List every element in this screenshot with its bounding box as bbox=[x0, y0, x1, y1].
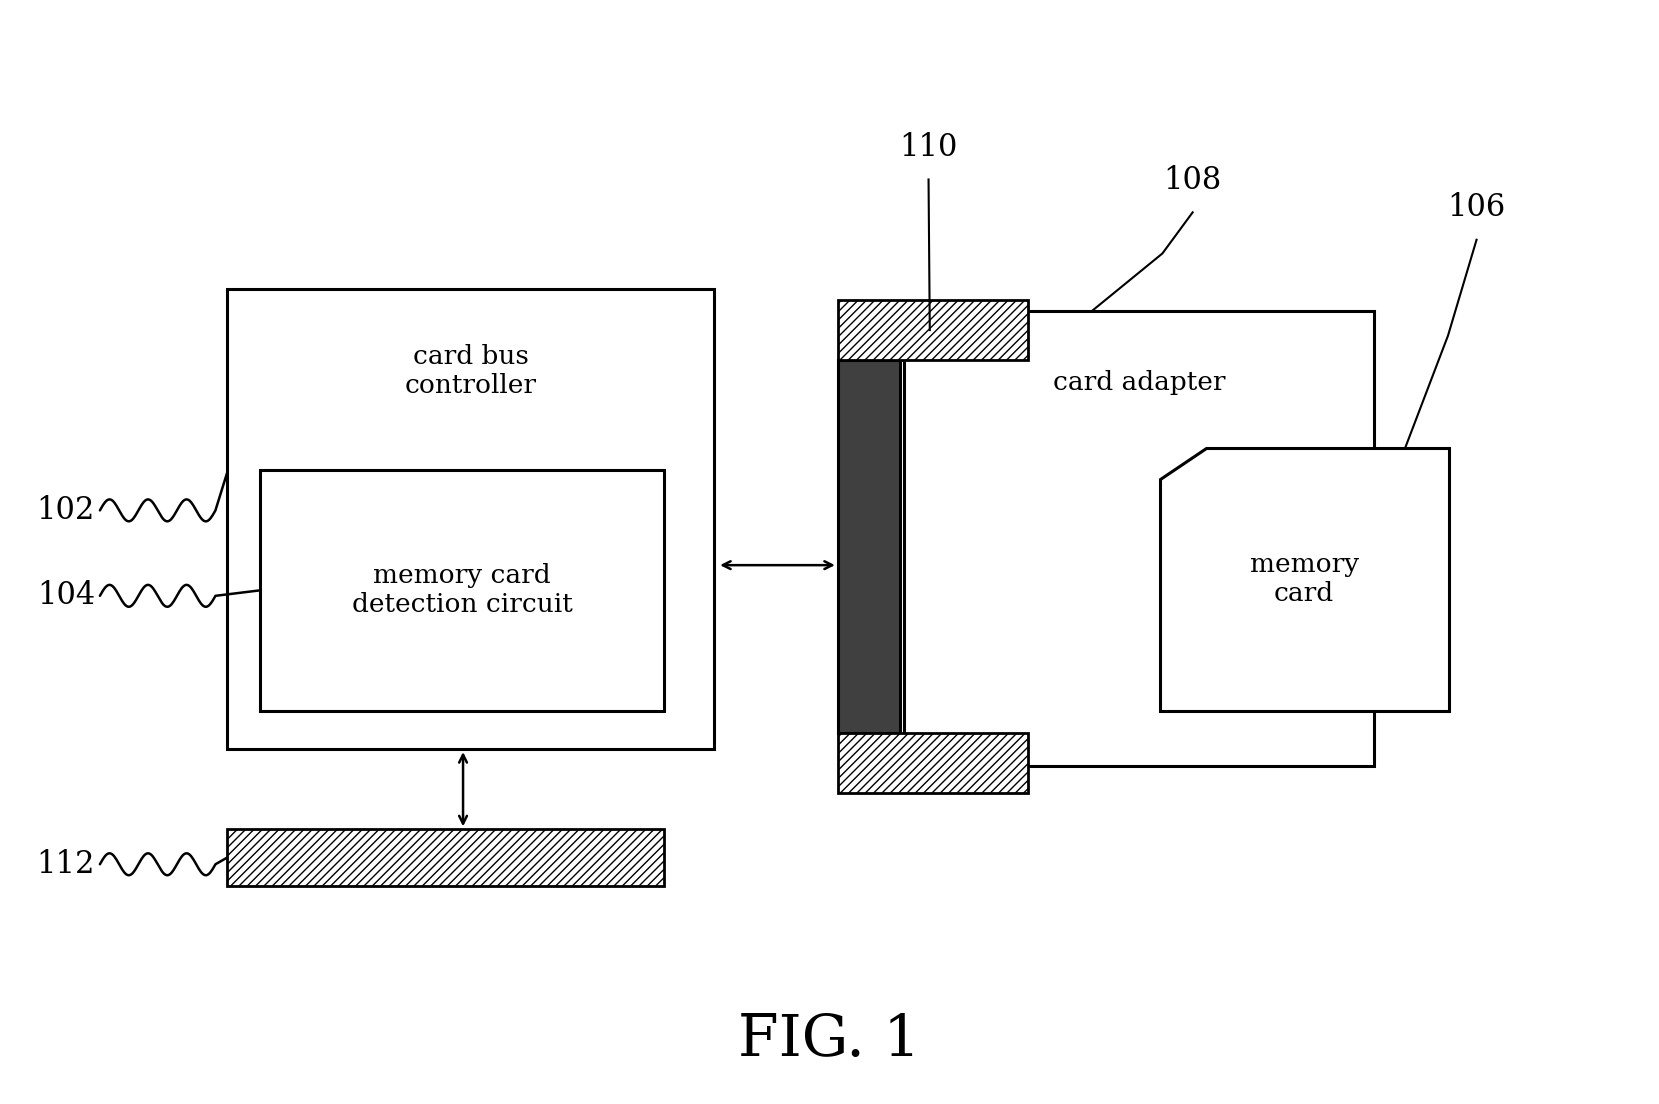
Text: 102: 102 bbox=[36, 495, 95, 526]
Text: memory card
detection circuit: memory card detection circuit bbox=[352, 563, 572, 617]
Bar bbox=[227, 289, 713, 750]
Text: card bus
controller: card bus controller bbox=[405, 344, 536, 399]
Text: 104: 104 bbox=[36, 581, 95, 612]
Text: card adapter: card adapter bbox=[1053, 370, 1226, 394]
Bar bbox=[227, 829, 665, 887]
Polygon shape bbox=[1160, 448, 1448, 711]
Text: 108: 108 bbox=[1163, 164, 1221, 195]
Bar bbox=[838, 300, 1027, 360]
Bar bbox=[904, 311, 1374, 766]
Text: FIG. 1: FIG. 1 bbox=[738, 1011, 921, 1068]
Text: 110: 110 bbox=[899, 132, 957, 163]
Text: memory
card: memory card bbox=[1249, 552, 1359, 606]
Bar bbox=[260, 470, 665, 711]
Text: 112: 112 bbox=[36, 849, 95, 880]
Bar bbox=[838, 733, 1027, 793]
Text: 106: 106 bbox=[1447, 192, 1506, 223]
Bar bbox=[838, 360, 901, 733]
